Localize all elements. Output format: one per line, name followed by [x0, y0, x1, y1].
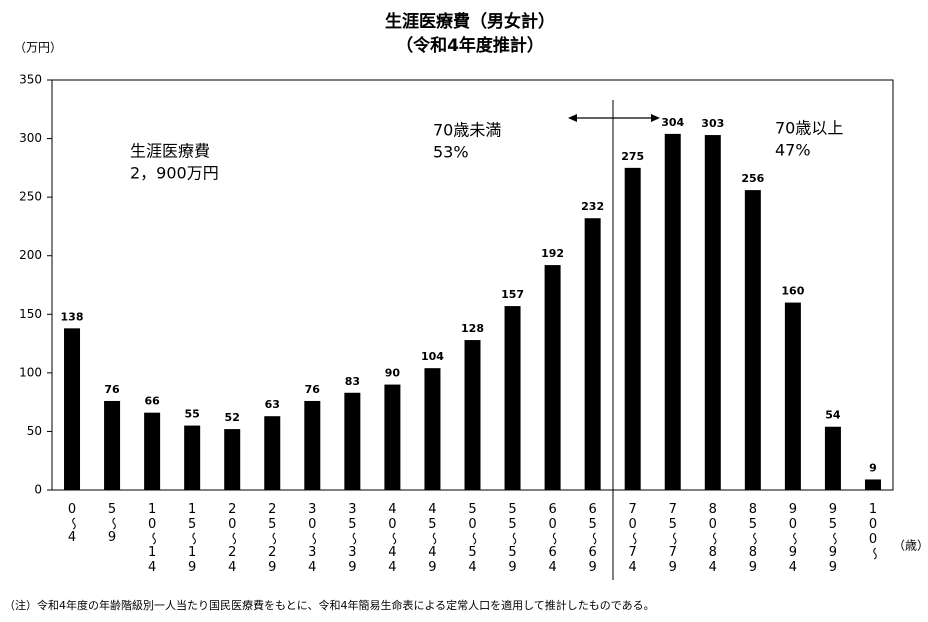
x-tick-label: 45～49	[425, 502, 440, 575]
value-label: 55	[185, 408, 200, 421]
x-tick-label: 20～24	[225, 502, 240, 575]
x-tick-label: 50～54	[465, 502, 480, 575]
bar	[704, 135, 721, 491]
bar	[144, 412, 161, 490]
bar	[584, 218, 601, 490]
y-tick-label: 50	[27, 424, 42, 438]
value-label: 303	[701, 117, 724, 130]
bar	[104, 400, 121, 490]
y-tick-label: 300	[19, 131, 42, 145]
bar	[304, 400, 321, 490]
x-tick-label: 15～19	[185, 502, 200, 575]
bar	[464, 340, 481, 490]
bar	[784, 302, 801, 490]
x-tick-label: 90～94	[785, 502, 800, 575]
value-label: 138	[61, 310, 84, 323]
bar	[664, 133, 681, 490]
y-tick-label: 150	[19, 307, 42, 321]
chart-subtitle: （令和4年度推計）	[396, 35, 544, 56]
value-label: 128	[461, 322, 484, 335]
x-tick-label: 55～59	[505, 502, 520, 575]
x-tick-label: 35～39	[345, 502, 360, 575]
bar	[64, 328, 81, 490]
y-tick-label: 350	[19, 73, 42, 87]
bar	[504, 306, 521, 490]
value-label: 9	[869, 461, 877, 474]
y-tick-label: 0	[34, 483, 42, 497]
value-label: 157	[501, 288, 524, 301]
x-tick-label: 75～79	[665, 502, 680, 575]
value-label: 192	[541, 247, 564, 260]
footnote: （注）令和4年度の年齢階級別一人当たり国民医療費をもとに、令和4年簡易生命表によ…	[4, 598, 655, 612]
annotation: 70歳以上	[775, 119, 843, 138]
x-tick-label: 0～4	[65, 502, 80, 545]
annotation: 2，900万円	[130, 164, 219, 183]
x-tick-label: 95～99	[825, 502, 840, 575]
annotation: 53%	[433, 143, 469, 162]
value-label: 76	[305, 383, 321, 396]
value-label: 83	[345, 375, 360, 388]
value-label: 104	[421, 350, 444, 363]
value-label: 63	[265, 398, 280, 411]
x-tick-label: 30～34	[305, 502, 320, 575]
x-tick-label: 65～69	[585, 502, 600, 575]
x-tick-label: 70～74	[625, 502, 640, 575]
value-label: 256	[741, 172, 764, 185]
x-tick-label: 85～89	[745, 502, 760, 575]
value-label: 160	[781, 285, 804, 298]
x-tick-label: 80～84	[705, 502, 720, 575]
annotation: 70歳未満	[433, 121, 501, 140]
y-unit: （万円）	[14, 41, 62, 55]
bar	[224, 429, 241, 490]
value-label: 54	[825, 409, 841, 422]
bar	[744, 190, 761, 490]
x-tick-label: 60～64	[545, 502, 560, 575]
annotation: 生涯医療費	[130, 142, 210, 161]
bar	[624, 167, 641, 490]
value-label: 52	[225, 411, 240, 424]
x-tick-label: 25～29	[265, 502, 280, 575]
x-tick-label: 100～	[865, 502, 880, 560]
x-unit: （歳）	[893, 539, 928, 553]
chart-title: 生涯医療費（男女計）	[385, 11, 555, 32]
x-tick-label: 5～9	[105, 502, 120, 545]
value-label: 90	[385, 367, 401, 380]
value-label: 232	[581, 200, 604, 213]
y-tick-label: 200	[19, 248, 42, 262]
annotation: 47%	[775, 141, 811, 160]
value-label: 275	[621, 150, 644, 163]
bar	[824, 426, 841, 490]
x-tick-label: 10～14	[145, 502, 160, 575]
bar	[424, 368, 441, 490]
y-tick-label: 100	[19, 365, 42, 379]
value-label: 76	[104, 383, 120, 396]
value-label: 66	[144, 395, 160, 408]
bar	[544, 265, 561, 490]
bar	[184, 425, 201, 490]
y-tick-label: 250	[19, 190, 42, 204]
bar	[264, 416, 281, 490]
bar	[384, 384, 401, 490]
value-label: 304	[661, 116, 684, 129]
bar	[344, 392, 361, 490]
x-tick-label: 40～44	[385, 502, 400, 575]
bar	[864, 479, 881, 490]
